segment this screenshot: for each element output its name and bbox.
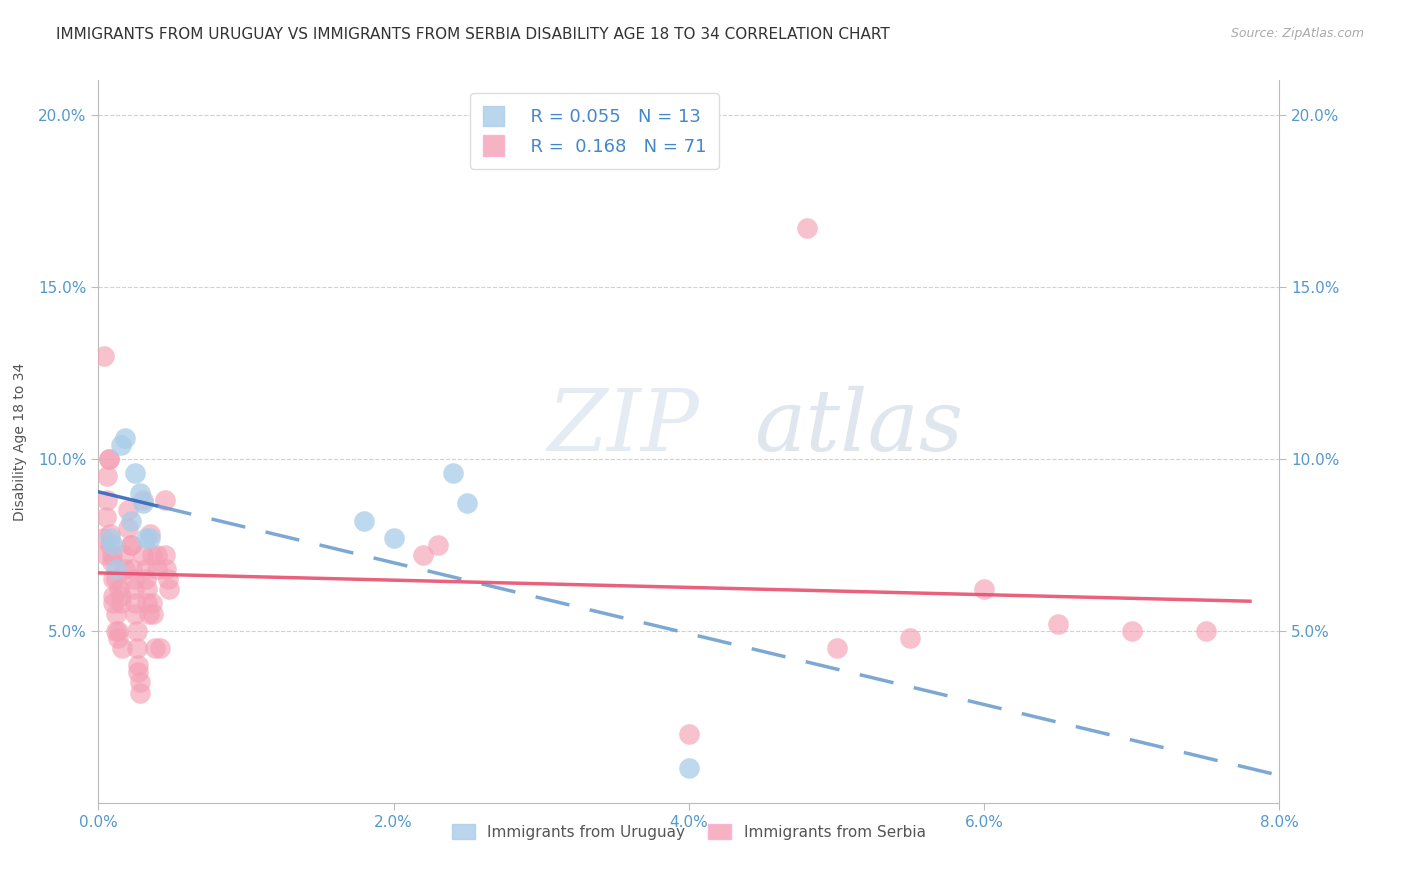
Point [120,538,142,552]
Point [127,665,149,679]
Point [96,493,118,508]
Point [114,562,136,576]
Point [441,466,464,480]
Point [155,562,177,576]
Point [127,658,149,673]
Point [125,624,148,638]
Point [135,562,157,576]
Point [973,582,995,597]
Point [146,548,169,562]
Point [117,503,139,517]
Point [94,548,117,562]
Point [132,496,155,510]
Point [146,562,169,576]
Point [121,562,143,576]
Point [143,640,166,655]
Point [108,582,131,597]
Point [124,607,146,621]
Point [111,640,134,655]
Point [141,548,163,562]
Point [96,469,118,483]
Point [412,548,434,562]
Point [128,486,150,500]
Point [124,466,146,480]
Point [156,572,179,586]
Point [132,548,155,562]
Point [136,582,159,597]
Point [103,572,125,586]
Point [120,538,142,552]
Point [796,221,818,235]
Point [1046,616,1070,631]
Point [97,451,120,466]
Point [114,431,136,445]
Point [110,438,132,452]
Point [98,527,121,541]
Point [132,493,155,508]
Point [128,686,150,700]
Text: Source: ZipAtlas.com: Source: ZipAtlas.com [1230,27,1364,40]
Y-axis label: Disability Age 18 to 34: Disability Age 18 to 34 [13,362,27,521]
Point [142,607,165,621]
Point [105,572,128,586]
Text: IMMIGRANTS FROM URUGUAY VS IMMIGRANTS FROM SERBIA DISABILITY AGE 18 TO 34 CORREL: IMMIGRANTS FROM URUGUAY VS IMMIGRANTS FR… [56,27,890,42]
Point [135,572,157,586]
Legend: Immigrants from Uruguay, Immigrants from Serbia: Immigrants from Uruguay, Immigrants from… [446,818,932,846]
Point [135,531,157,545]
Point [138,607,160,621]
Point [91,531,114,545]
Point [107,631,129,645]
Point [427,538,450,552]
Point [103,596,125,610]
Point [98,531,121,545]
Point [103,590,125,604]
Point [678,727,700,741]
Point [141,596,163,610]
Point [136,596,159,610]
Point [1195,624,1218,638]
Point [105,562,128,576]
Point [98,538,121,552]
Point [153,493,176,508]
Point [100,555,122,569]
Point [678,761,700,775]
Point [105,607,128,621]
Text: atlas: atlas [754,385,963,468]
Point [353,514,375,528]
Point [94,510,117,524]
Point [382,531,405,545]
Point [1121,624,1143,638]
Point [124,596,146,610]
Point [125,640,148,655]
Point [457,496,479,510]
Point [139,527,162,541]
Point [122,582,145,597]
Point [900,631,922,645]
Point [103,538,125,552]
Point [120,514,142,528]
Point [110,590,132,604]
Point [112,548,135,562]
Point [825,640,848,655]
Point [97,451,120,466]
Point [107,624,129,638]
Point [110,596,132,610]
Point [93,349,115,363]
Point [122,572,145,586]
Point [149,640,172,655]
Point [153,548,176,562]
Point [100,548,122,562]
Point [117,520,139,534]
Point [105,624,128,638]
Point [157,582,180,597]
Text: ZIP: ZIP [547,385,699,468]
Point [139,531,162,545]
Point [128,675,150,690]
